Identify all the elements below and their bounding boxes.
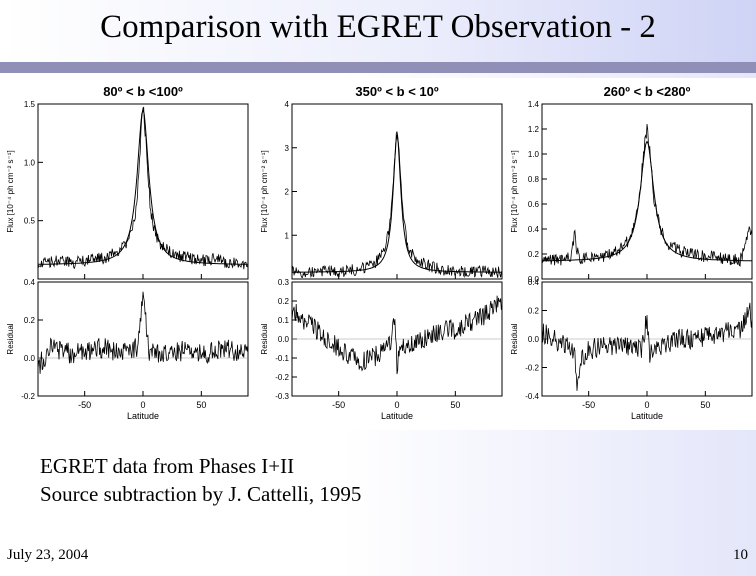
residual-ylabel: Residual: [510, 323, 519, 354]
residual-data-line: [37, 291, 249, 374]
chart-svg-3: 260º < b <280º 0.0 0.2 0.4 0.6 0.8 1.0 1.2 1.4 Fl…: [506, 78, 756, 430]
flux-ylabel: Flux [10⁻⁴ ph cm⁻² s⁻¹]: [510, 150, 519, 232]
note-line-1: EGRET data from Phases I+II: [40, 454, 295, 478]
residual-ytick-label: 0.1: [278, 316, 290, 325]
chart-panel-1: 80º < b <100º 0.5 1.0 1.5 Flux [10⁻⁴ ph cm⁻²…: [2, 78, 252, 430]
flux-ytick-label: 0.0: [528, 275, 540, 284]
flux-ytick-label: 3: [285, 144, 290, 153]
flux-ytick-label: 1.2: [528, 125, 540, 134]
residual-ytick-label: -0.2: [525, 364, 539, 373]
chart-svg-1: 80º < b <100º 0.5 1.0 1.5 Flux [10⁻⁴ ph cm⁻²…: [2, 78, 252, 430]
residual-ytick-label: 0.3: [278, 278, 290, 287]
residual-ylabel: Residual: [260, 323, 269, 354]
residual-ytick-label: -0.4: [525, 392, 539, 401]
flux-model-line: [542, 140, 752, 262]
xlabel: Latitude: [127, 411, 159, 421]
residual-data-line: [291, 295, 503, 375]
flux-ytick-label: 1.0: [528, 150, 540, 159]
xtick-label: 50: [196, 400, 206, 410]
flux-ytick-label: 0.8: [528, 175, 540, 184]
panel-background: [2, 78, 252, 430]
residual-ytick-label: 0.2: [278, 297, 290, 306]
xtick-label: -50: [78, 400, 91, 410]
flux-ytick-label: 1: [285, 231, 290, 240]
residual-ytick-label: 0.0: [528, 335, 540, 344]
chart-panel-3: 260º < b <280º 0.0 0.2 0.4 0.6 0.8 1.0 1.2 1.4 Fl…: [506, 78, 756, 430]
page-number: 10: [733, 547, 748, 563]
flux-ytick-label: 0.2: [528, 250, 540, 259]
flux-ytick-label: 0.5: [24, 217, 36, 226]
xtick-label: -50: [582, 400, 595, 410]
xtick-label: -50: [332, 400, 345, 410]
flux-ytick-label: 2: [285, 188, 290, 197]
residual-ytick-label: 0.2: [528, 307, 540, 316]
note-line-2: Source subtraction by J. Cattelli, 1995: [40, 482, 362, 506]
xtick-label: 0: [394, 400, 399, 410]
xtick-label: 0: [644, 400, 649, 410]
xtick-label: 0: [140, 400, 145, 410]
flux-ytick-label: 0.6: [528, 200, 540, 209]
residual-ytick-label: -0.2: [21, 392, 35, 401]
flux-ylabel: Flux [10⁻⁴ ph cm⁻² s⁻¹]: [6, 150, 15, 232]
flux-ytick-label: 1.0: [24, 158, 36, 167]
residual-ytick-label: 0.2: [24, 316, 36, 325]
chart-title: 350º < b < 10º: [355, 84, 438, 99]
title-bar: [0, 0, 756, 62]
residual-ytick-label: -0.3: [275, 392, 289, 401]
flux-ytick-label: 1.5: [24, 100, 36, 109]
residual-ytick-label: -0.1: [275, 354, 289, 363]
slide-title: Comparison with EGRET Observation - 2: [100, 9, 656, 45]
flux-ylabel: Flux [10⁻⁴ ph cm⁻² s⁻¹]: [260, 150, 269, 232]
footer-date: July 23, 2004: [7, 547, 89, 563]
slide-notes: EGRET data from Phases I+II Source subtr…: [40, 452, 361, 508]
xtick-label: 50: [700, 400, 710, 410]
xlabel: Latitude: [381, 411, 413, 421]
residual-ylabel: Residual: [6, 323, 15, 354]
chart-panel-2: 350º < b < 10º 1 2 3 4 Flux [10⁻⁴ ph cm⁻² s⁻¹…: [256, 78, 506, 430]
residual-data-line: [541, 302, 753, 391]
residual-ytick-label: 0.0: [24, 354, 36, 363]
residual-ytick-label: 0.4: [528, 278, 540, 287]
flux-ytick-label: 4: [285, 100, 290, 109]
flux-ytick-label: 1.4: [528, 100, 540, 109]
residual-ytick-label: -0.2: [275, 373, 289, 382]
chart-title: 260º < b <280º: [604, 84, 691, 99]
title-rule: [0, 62, 756, 73]
residual-ytick-label: 0.4: [24, 278, 36, 287]
residual-ytick-label: 0.0: [278, 335, 290, 344]
flux-data-line: [37, 106, 249, 270]
flux-data-line: [291, 131, 503, 279]
xtick-label: 50: [450, 400, 460, 410]
chart-svg-2: 350º < b < 10º 1 2 3 4 Flux [10⁻⁴ ph cm⁻² s⁻¹…: [256, 78, 506, 430]
xlabel: Latitude: [631, 411, 663, 421]
flux-data-line: [541, 123, 753, 267]
chart-title: 80º < b <100º: [103, 84, 183, 99]
flux-ytick-label: 0.4: [528, 225, 540, 234]
